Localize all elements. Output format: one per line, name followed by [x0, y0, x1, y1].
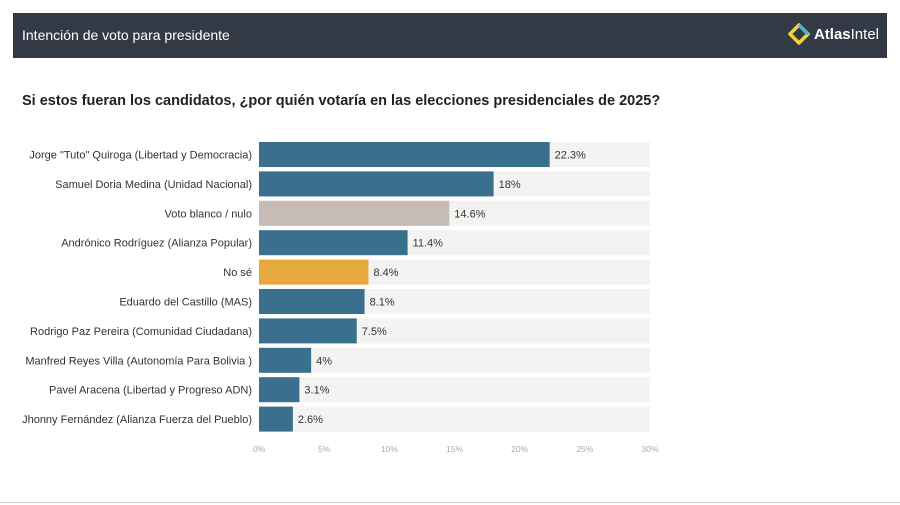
chart-title: Si estos fueran los candidatos, ¿por qui…	[22, 93, 661, 109]
header-title: Intención de voto para presidente	[22, 27, 230, 43]
data-label: 22.3%	[555, 150, 586, 162]
category-label: No sé	[223, 267, 252, 279]
category-label: Manfred Reyes Villa (Autonomía Para Boli…	[25, 355, 252, 367]
x-tick-label: 10%	[381, 444, 398, 454]
header-bar: Intención de voto para presidente AtlasI…	[13, 13, 887, 58]
bar	[259, 347, 312, 373]
bar	[259, 142, 550, 167]
bar	[259, 377, 300, 403]
data-label: 4%	[316, 355, 332, 367]
category-label: Jorge "Tuto" Quiroga (Libertad y Democra…	[29, 150, 252, 162]
bar-track	[259, 347, 650, 373]
category-label: Andrónico Rodríguez (Alianza Popular)	[61, 238, 252, 250]
x-tick-label: 25%	[576, 444, 593, 454]
x-tick-label: 20%	[511, 444, 528, 454]
category-label: Rodrigo Paz Pereira (Comunidad Ciudadana…	[30, 326, 252, 338]
category-label: Voto blanco / nulo	[165, 208, 252, 220]
data-label: 8.4%	[373, 267, 398, 279]
bar-track	[259, 406, 650, 432]
logo-text-bold: Atlas	[813, 25, 851, 43]
x-tick-label: 0%	[253, 444, 266, 454]
x-tick-label: 30%	[641, 444, 658, 454]
bar	[259, 171, 494, 197]
bar	[259, 289, 365, 314]
bar	[259, 406, 293, 432]
data-label: 7.5%	[362, 326, 387, 338]
category-label: Pavel Aracena (Libertad y Progreso ADN)	[49, 385, 252, 397]
category-label: Samuel Doria Medina (Unidad Nacional)	[55, 179, 252, 191]
category-label: Eduardo del Castillo (MAS)	[119, 297, 252, 309]
bar	[259, 259, 369, 285]
x-tick-label: 5%	[318, 444, 331, 454]
data-label: 18%	[499, 179, 521, 191]
logo-text-light: Intel	[850, 25, 879, 43]
bar	[259, 200, 450, 226]
data-label: 8.1%	[370, 297, 395, 309]
data-label: 14.6%	[454, 208, 485, 220]
data-label: 2.6%	[298, 414, 323, 426]
atlasintel-logo: AtlasIntel	[788, 23, 879, 45]
bar	[259, 318, 357, 344]
data-label: 11.4%	[413, 238, 444, 250]
bar	[259, 230, 408, 256]
category-label: Jhonny Fernández (Alianza Fuerza del Pue…	[22, 414, 252, 426]
x-tick-label: 15%	[446, 444, 463, 454]
data-label: 3.1%	[304, 385, 329, 397]
atlasintel-logo-icon	[788, 23, 810, 45]
divider	[0, 502, 900, 503]
bar-track	[259, 377, 650, 403]
